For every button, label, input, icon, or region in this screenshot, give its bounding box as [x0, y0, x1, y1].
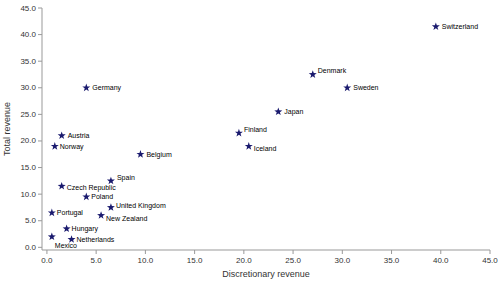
point	[51, 142, 59, 150]
y-tick	[38, 140, 42, 141]
point-label: Austria	[68, 132, 90, 139]
x-tick	[145, 250, 146, 254]
chart: 0.0 5.0 10.0 15.0 20.0 25.0 30.0 35.0 40.0 45.0 0.…	[0, 0, 500, 282]
point	[136, 150, 144, 158]
x-tick-label: 20.0	[236, 256, 252, 265]
x-tick	[96, 250, 97, 254]
point	[274, 108, 282, 116]
x-tick	[46, 250, 47, 254]
point	[58, 182, 66, 190]
y-tick-label: 0.0	[25, 243, 37, 252]
y-tick-label: 20.0	[20, 136, 36, 145]
point	[97, 211, 105, 219]
point-label: Poland	[91, 193, 113, 200]
point-label: Sweden	[353, 84, 378, 91]
point	[107, 177, 115, 185]
point-label: United Kingdom	[116, 202, 166, 210]
x-tick	[440, 250, 441, 254]
y-tick-label: 25.0	[20, 110, 36, 119]
point-label: Spain	[117, 174, 135, 182]
y-tick-label: 5.0	[25, 216, 37, 225]
point	[235, 129, 243, 137]
y-tick-label: 45.0	[20, 4, 36, 13]
x-tick-label: 40.0	[433, 256, 449, 265]
point	[48, 233, 56, 241]
point-label: Finland	[244, 126, 267, 133]
x-tick	[194, 250, 195, 254]
x-tick-label: 5.0	[91, 256, 103, 265]
y-tick	[38, 87, 42, 88]
x-axis-line	[42, 250, 490, 251]
y-tick	[38, 8, 42, 9]
point	[48, 209, 56, 217]
y-tick	[38, 61, 42, 62]
y-tick	[38, 194, 42, 195]
x-tick	[391, 250, 392, 254]
point	[343, 84, 351, 92]
y-tick	[38, 167, 42, 168]
point	[63, 225, 71, 233]
y-tick	[38, 34, 42, 35]
x-tick	[293, 250, 294, 254]
x-axis-label: Discretionary revenue	[222, 269, 310, 279]
y-tick	[38, 220, 42, 221]
x-tick	[490, 250, 491, 254]
y-tick	[38, 247, 42, 248]
y-tick-label: 40.0	[20, 30, 36, 39]
x-tick	[342, 250, 343, 254]
point-label: Hungary	[72, 225, 99, 233]
x-tick-label: 30.0	[335, 256, 351, 265]
x-tick-label: 15.0	[187, 256, 203, 265]
point-label: Portugal	[57, 209, 84, 217]
point-label: Norway	[60, 143, 84, 151]
y-tick-label: 15.0	[20, 163, 36, 172]
x-tick-label: 45.0	[482, 256, 498, 265]
point-label: Switzerland	[442, 23, 478, 30]
point	[58, 131, 66, 139]
annotations: Switzerland Denmark Sweden Germany Japan Finl…	[55, 23, 478, 249]
point-label: Germany	[92, 84, 121, 92]
point	[107, 203, 115, 211]
point	[309, 70, 317, 78]
x-tick	[243, 250, 244, 254]
points	[48, 22, 440, 242]
x-tick-label: 25.0	[285, 256, 301, 265]
point-label: New Zealand	[106, 215, 147, 222]
point-label: Denmark	[318, 67, 347, 74]
point	[432, 22, 440, 30]
point	[82, 193, 90, 201]
point-label: Mexico	[55, 242, 77, 249]
point	[245, 142, 253, 150]
point-label: Belgium	[146, 151, 171, 159]
y-tick	[38, 114, 42, 115]
point-label: Iceland	[254, 145, 277, 152]
y-tick-label: 30.0	[20, 83, 36, 92]
y-axis-line	[42, 8, 43, 250]
point	[82, 84, 90, 92]
x-tick-label: 0.0	[41, 256, 53, 265]
y-axis-label: Total revenue	[2, 102, 12, 156]
y-tick-label: 35.0	[20, 57, 36, 66]
point-label: Czech Republic	[67, 184, 117, 192]
y-tick-label: 10.0	[20, 190, 36, 199]
point-label: Japan	[284, 108, 303, 116]
point-label: Netherlands	[77, 236, 115, 243]
x-tick-label: 10.0	[138, 256, 154, 265]
x-tick-label: 35.0	[384, 256, 400, 265]
